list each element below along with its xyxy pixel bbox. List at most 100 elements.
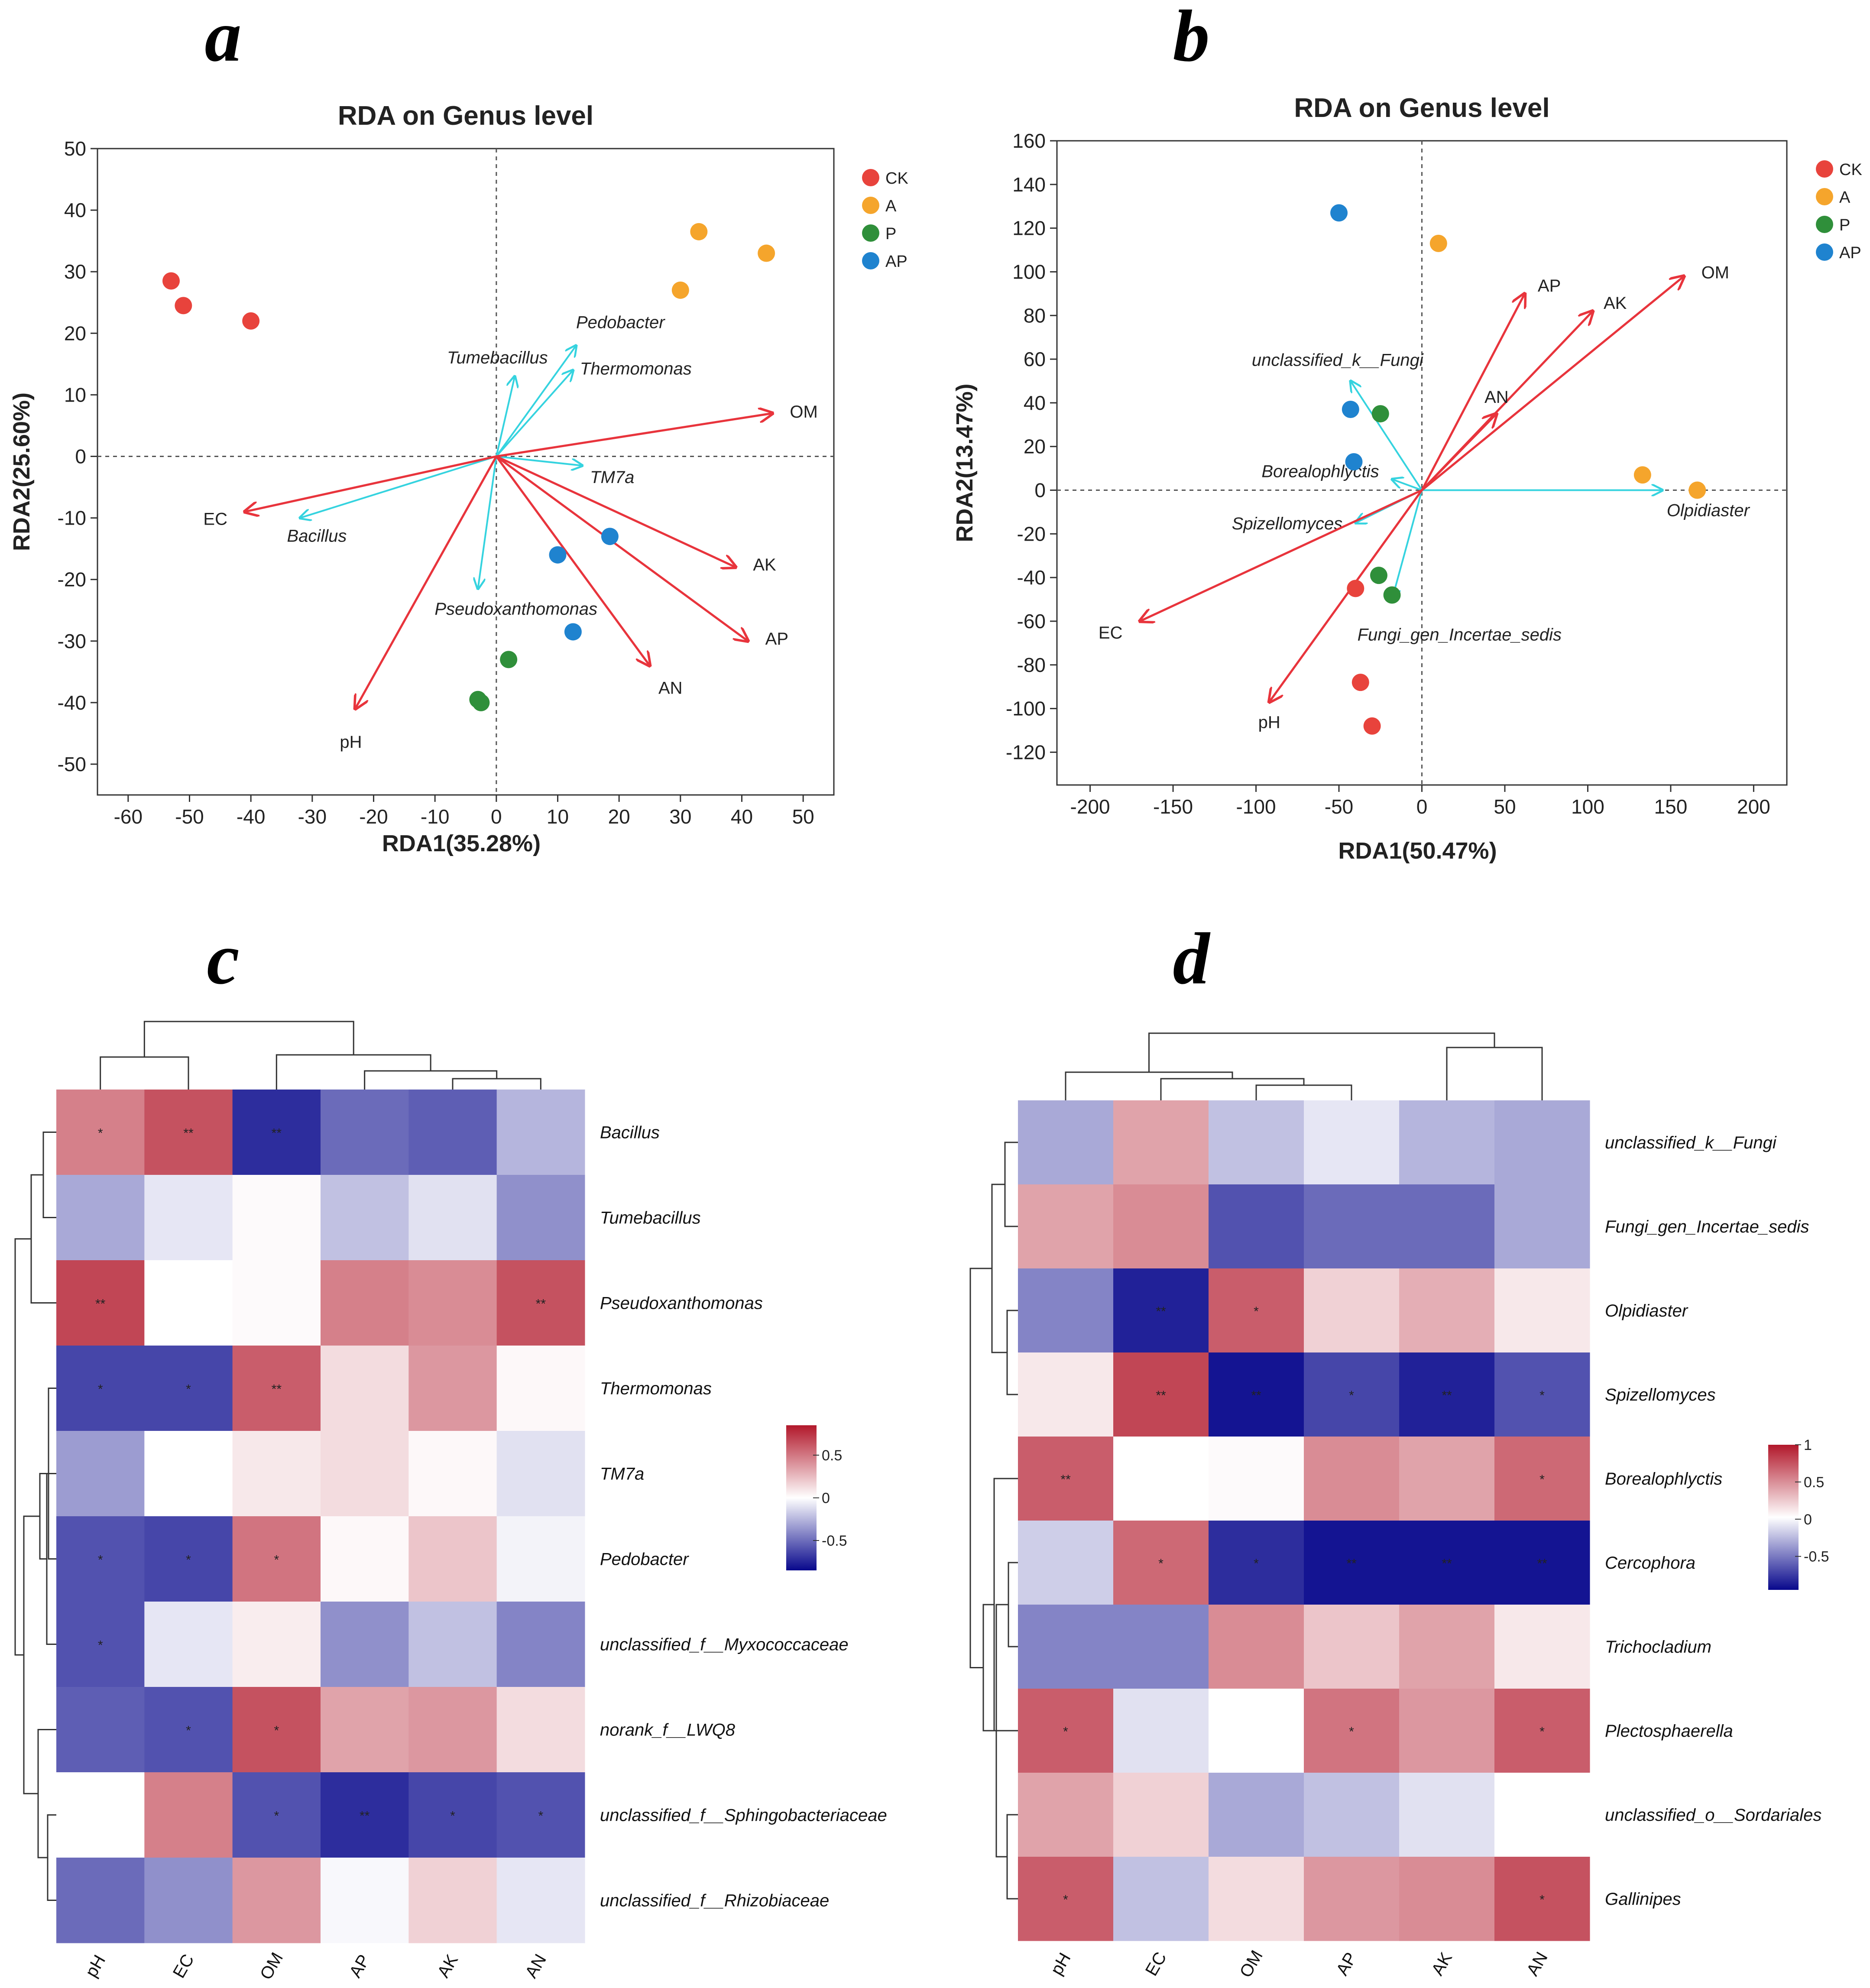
column-dendrogram-branch [143,1021,354,1057]
heatmap-cell [1304,1100,1400,1185]
heatmap-cell [496,1431,585,1517]
heatmap-cell [1494,1100,1590,1185]
heatmap-cell [56,1090,145,1175]
y-tick-label: 60 [1024,348,1046,370]
significance-mark: * [1158,1557,1163,1571]
y-tick-label: 10 [64,383,86,406]
significance-mark: * [1063,1893,1068,1907]
heatmap-cell [56,1260,145,1346]
heatmap-cell [321,1090,409,1175]
x-tick-label: -30 [298,805,327,828]
sample-point-p [472,694,490,711]
heatmap-cell [232,1772,321,1858]
x-tick-label: 0 [491,805,502,828]
heatmap-cell [1494,1268,1590,1353]
heatmap-cell [232,1346,321,1431]
heatmap-cell [1494,1857,1590,1941]
heatmap-cell [496,1772,585,1858]
env-arrow [496,455,736,567]
heatmap-cell [408,1431,497,1517]
column-label: AN [522,1951,550,1981]
heatmap-cell [232,1687,321,1773]
heatmap-cell [321,1687,409,1773]
sample-point-ap [564,623,582,641]
species-arrow-label: Pedobacter [576,313,665,332]
significance-mark: ** [1156,1304,1166,1319]
heatmap-cell [496,1516,585,1602]
row-dendrogram-branch [1006,1310,1018,1395]
legend-marker-a [862,197,879,214]
legend-label-ap: AP [1839,244,1861,262]
significance-mark: * [98,1126,103,1141]
legend-marker-p [1816,216,1833,233]
species-arrow-label: Spizellomyces [1232,514,1343,533]
heatmap-cell [1399,1521,1495,1605]
column-label: OM [256,1949,287,1983]
significance-mark: * [538,1809,543,1823]
column-label: AN [1523,1949,1552,1979]
sample-point-a [1689,481,1706,499]
row-dendrogram-branch [42,1132,56,1218]
row-label: Cercophora [1605,1553,1695,1573]
y-tick-label: 140 [1012,173,1046,196]
heatmap-cell [496,1260,585,1346]
y-tick-label: -40 [1017,566,1046,589]
heatmap-cell [1018,1857,1114,1941]
sample-point-a [690,223,708,240]
env-arrow [496,455,748,641]
y-tick-label: 0 [1034,479,1046,502]
legend-label-a: A [1839,188,1851,207]
x-tick-label: -150 [1153,795,1193,818]
significance-mark: * [98,1638,103,1653]
env-arrow-label: pH [1258,713,1280,732]
heatmap-cell [408,1602,497,1687]
x-tick-label: -50 [1325,795,1353,818]
env-arrow [495,455,650,665]
legend-marker-ap [1816,243,1833,261]
x-tick-label: -20 [359,805,388,828]
y-tick-label: 40 [64,199,86,221]
x-axis-label: RDA1(50.47%) [1338,838,1497,864]
species-arrow [1392,490,1423,600]
y-tick-label: 40 [1024,392,1046,414]
species-arrow-label: Olpidiaster [1667,501,1750,520]
heatmap-cell [496,1687,585,1773]
env-arrow [355,456,498,709]
y-tick-label: -40 [58,691,86,714]
significance-mark: * [1254,1304,1259,1319]
sample-point-p [1370,567,1387,584]
heatmap-cell [232,1516,321,1602]
row-label: unclassified_o__Sordariales [1605,1806,1821,1825]
heatmap-cell [144,1602,233,1687]
row-label: Thermomonas [600,1379,712,1398]
species-arrow [496,370,573,457]
heatmap-cell [408,1858,497,1943]
env-arrow-label: OM [790,402,817,422]
env-arrow-label: OM [1701,263,1729,282]
sample-point-a [671,281,689,299]
row-dendrogram-branch [1004,1142,1018,1227]
panel-letter-c: c [207,918,239,999]
panel-letter-b: b [1173,0,1210,77]
column-dendrogram-branch [364,1070,498,1090]
heatmap-cell [1304,1352,1400,1437]
heatmap-cell [56,1772,145,1858]
significance-mark: * [1539,1725,1545,1739]
heatmap-cell [1113,1268,1209,1353]
row-label: Bacillus [600,1123,660,1142]
y-tick-label: 0 [75,445,86,467]
heatmap-cell [144,1516,233,1602]
row-label: Trichocladium [1605,1638,1711,1657]
significance-mark: * [1539,1472,1545,1487]
colorbar-tick-label: 0 [1804,1511,1812,1528]
row-dendrogram-branch [47,1814,56,1901]
heatmap-cell [1494,1352,1590,1437]
y-tick-label: -60 [1017,610,1046,632]
significance-mark: * [274,1809,279,1823]
row-label: Olpidiaster [1605,1301,1689,1320]
sample-point-a [1633,466,1651,484]
y-tick-label: -20 [1017,522,1046,545]
legend-label-ap: AP [885,253,907,271]
heatmap-cell [408,1175,497,1261]
column-dendrogram-branch [275,1054,431,1090]
